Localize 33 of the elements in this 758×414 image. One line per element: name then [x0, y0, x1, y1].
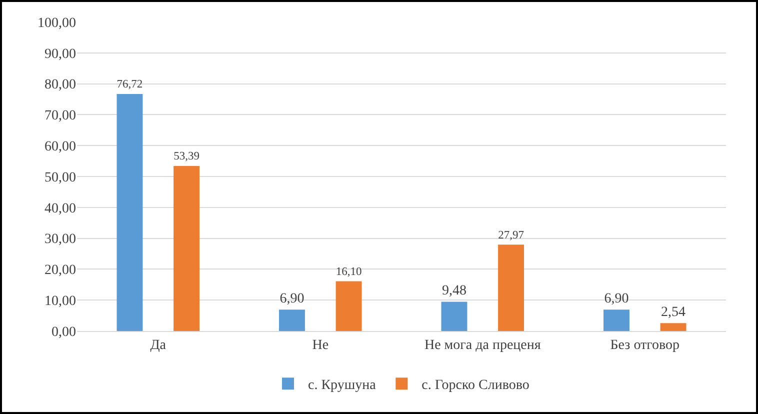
- y-tick-label: 40,00: [44, 201, 76, 216]
- y-tick-label: 80,00: [44, 78, 76, 93]
- data-label: 9,48: [442, 284, 466, 299]
- data-label: 76,72: [116, 78, 143, 91]
- y-tick-label: 60,00: [44, 140, 76, 154]
- y-tick-label: 90,00: [44, 46, 76, 62]
- y-tick-label: 100,00: [38, 16, 76, 31]
- bar: [604, 310, 630, 331]
- data-label: 6,90: [604, 292, 629, 307]
- x-tick-label: Да: [150, 338, 167, 353]
- y-tick-label: 30,00: [44, 232, 76, 248]
- y-tick-label: 0,00: [52, 324, 76, 340]
- legend-label: с. Крушуна: [308, 378, 377, 394]
- data-label: 2,54: [661, 305, 686, 320]
- y-tick-label: 20,00: [44, 263, 76, 278]
- data-label: 53,39: [174, 150, 200, 163]
- bar: [660, 323, 686, 331]
- bar: [279, 310, 305, 331]
- bar: [441, 302, 468, 331]
- y-tick-label: 50,00: [44, 170, 76, 186]
- x-tick-label: Не мога да преценя: [424, 338, 542, 353]
- x-tick-label: Без отговор: [610, 338, 680, 353]
- bar: [116, 94, 143, 331]
- y-tick-label: 10,00: [44, 294, 76, 309]
- y-tick-label: 70,00: [44, 108, 76, 124]
- data-label: 16,10: [336, 266, 362, 278]
- bar: [498, 244, 524, 331]
- bar: [174, 166, 200, 331]
- x-tick-label: Не: [312, 338, 329, 353]
- bar: [336, 281, 362, 331]
- data-label: 6,90: [280, 292, 304, 307]
- legend-label: с. Горско Сливово: [422, 378, 530, 394]
- data-label: 27,97: [498, 229, 524, 242]
